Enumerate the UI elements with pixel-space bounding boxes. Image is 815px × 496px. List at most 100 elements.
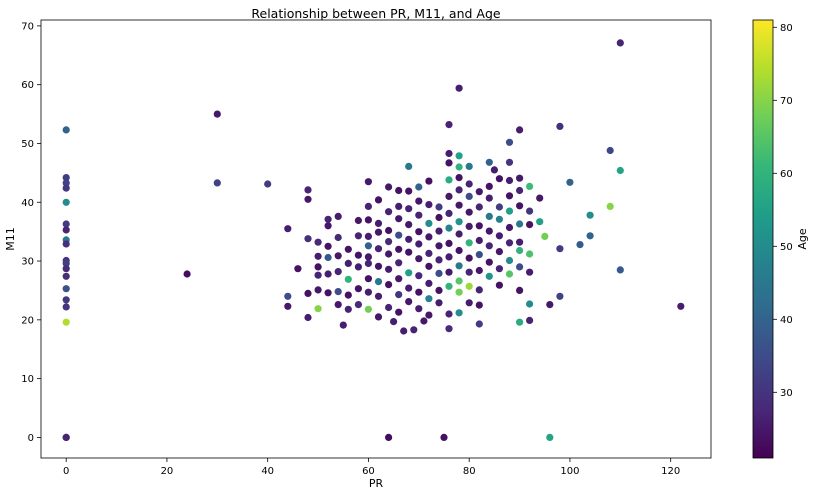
scatter-point: [374, 245, 383, 253]
scatter-point: [344, 245, 352, 253]
scatter-point: [385, 303, 393, 312]
scatter-point: [465, 180, 473, 188]
scatter-point: [495, 175, 503, 183]
scatter-point: [425, 219, 433, 227]
scatter-point: [455, 186, 463, 194]
scatter-point: [62, 272, 70, 280]
scatter-point: [385, 226, 393, 235]
colorbar-tick-label: 40: [780, 315, 793, 326]
scatter-point: [455, 230, 463, 238]
scatter-point: [475, 266, 483, 275]
scatter-point: [586, 232, 594, 240]
scatter-point: [495, 248, 503, 256]
scatter-point: [455, 288, 463, 296]
scatter-point: [465, 192, 473, 200]
scatter-point: [616, 39, 624, 47]
scatter-point: [455, 152, 463, 160]
scatter-point: [425, 249, 433, 257]
plot-area: [62, 39, 685, 441]
colorbar-frame: [752, 19, 774, 459]
scatter-point: [385, 433, 393, 441]
scatter-point: [284, 302, 292, 310]
scatter-point: [395, 231, 403, 239]
scatter-point: [304, 235, 312, 243]
scatter-point: [364, 232, 372, 240]
scatter-point: [445, 149, 453, 158]
scatter-point: [445, 159, 453, 167]
scatter-point: [344, 259, 352, 267]
scatter-point: [420, 317, 428, 325]
scatter-point: [334, 233, 342, 242]
scatter-point: [485, 212, 493, 220]
scatter-point: [354, 301, 362, 309]
scatter-point: [505, 192, 514, 200]
scatter-point: [435, 256, 443, 264]
scatter-point: [344, 275, 352, 283]
scatter-point: [395, 245, 403, 253]
scatter-point: [495, 265, 503, 273]
scatter-point: [526, 221, 534, 229]
scatter-point: [526, 268, 534, 276]
scatter-point: [405, 284, 413, 292]
scatter-point: [516, 318, 524, 326]
scatter-point: [425, 233, 433, 241]
scatter-point: [455, 163, 463, 171]
scatter-point: [425, 279, 433, 287]
scatter-point: [546, 433, 554, 441]
scatter-point: [677, 302, 685, 310]
scatter-point: [526, 300, 534, 308]
scatter-point: [304, 289, 312, 297]
scatter-point: [546, 301, 554, 309]
x-tick-label: 60: [362, 466, 375, 477]
colorbar: 30 40 50 60 70 80 Age: [752, 19, 809, 459]
scatter-point: [495, 232, 503, 240]
chart-title: Relationship between PR, M11, and Age: [251, 6, 501, 21]
scatter-point: [455, 218, 463, 226]
scatter-point: [445, 224, 453, 232]
scatter-point: [485, 158, 493, 166]
scatter-point: [455, 262, 463, 270]
scatter-point: [385, 238, 393, 246]
scatter-point: [62, 174, 70, 182]
scatter-point: [445, 325, 453, 333]
scatter-point: [405, 221, 413, 229]
scatter-point: [324, 215, 332, 223]
scatter-point: [374, 219, 383, 227]
x-tick-label: 40: [261, 466, 274, 477]
scatter-point: [445, 121, 453, 129]
y-tick-label: 40: [21, 198, 34, 209]
x-axis-label: PR: [369, 477, 384, 490]
scatter-point: [435, 203, 443, 211]
scatter-point: [415, 197, 423, 205]
scatter-point: [405, 269, 413, 277]
scatter-point: [465, 254, 473, 262]
scatter-point: [314, 305, 322, 313]
scatter-point: [400, 327, 408, 335]
scatter-point: [516, 220, 524, 228]
scatter-point: [541, 232, 549, 240]
scatter-point: [566, 178, 574, 186]
scatter-point: [62, 285, 70, 293]
scatter-point: [475, 222, 483, 230]
scatter-point: [324, 289, 332, 297]
scatter-point: [62, 179, 70, 187]
y-axis-label: M11: [4, 227, 17, 251]
scatter-point: [62, 184, 70, 192]
scatter-point: [435, 269, 443, 277]
scatter-point: [465, 299, 473, 307]
scatter-point: [440, 433, 448, 441]
scatter-point: [445, 253, 453, 261]
scatter-point: [334, 268, 342, 276]
scatter-point: [284, 292, 292, 300]
scatter-point: [334, 301, 342, 309]
axes-frame: [40, 19, 712, 459]
scatter-point: [526, 250, 534, 258]
scatter-point: [616, 166, 624, 175]
scatter-point: [505, 207, 514, 215]
scatter-point: [415, 228, 423, 236]
scatter-point: [435, 242, 443, 250]
scatter-point: [415, 305, 423, 313]
scatter-point: [465, 268, 473, 276]
scatter-point: [505, 138, 514, 146]
scatter-point: [505, 256, 514, 265]
